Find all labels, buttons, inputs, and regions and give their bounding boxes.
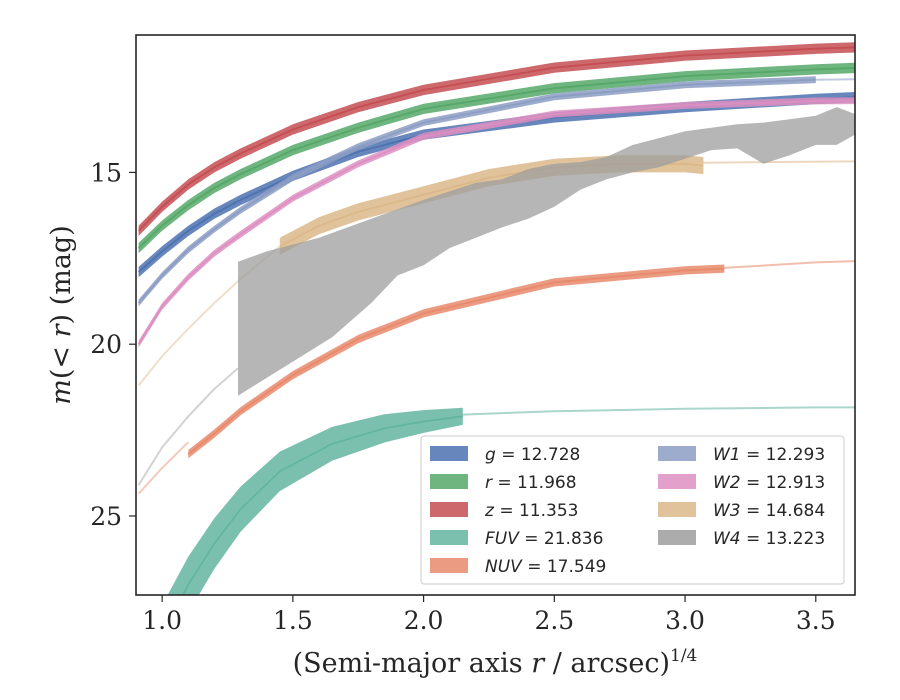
legend-swatch: [430, 530, 468, 545]
legend-item-w1: W1 = 12.293: [658, 445, 825, 465]
legend: g = 12.728 r = 11.968 z = 11.353 FUV = 21.8…: [420, 435, 845, 585]
plot-frame: [135, 34, 856, 596]
r-band: [138, 62, 855, 254]
y-tick-label: 25: [90, 502, 122, 531]
x-tick-label: 1.0: [142, 606, 182, 635]
nuv-faint-extension: [724, 260, 855, 269]
legend-item-w3: W3 = 14.684: [658, 501, 825, 521]
x-axis-ticks: 1.0 1.5 2.0 2.5 3.0 3.5: [142, 595, 836, 635]
legend-swatch: [658, 502, 696, 517]
legend-item-fuv: FUV = 21.836: [430, 529, 603, 549]
series-z: [137, 42, 855, 236]
legend-label: g = 12.728: [485, 445, 580, 465]
series-w2: [137, 97, 855, 348]
w2-line: [137, 99, 855, 345]
legend-swatch: [430, 502, 468, 517]
series-layer: [137, 42, 855, 595]
fuv-band: [167, 407, 463, 595]
nuv-faint-extension: [137, 441, 190, 495]
legend-swatch: [658, 474, 696, 489]
legend-label: W3 = 14.684: [713, 501, 825, 521]
y-axis-label: m(< r) (mag): [46, 225, 77, 404]
legend-swatch: [658, 446, 696, 461]
legend-label: W1 = 12.293: [713, 445, 825, 465]
legend-label: r = 11.968: [485, 473, 577, 493]
w3-faint-extension: [703, 160, 855, 164]
nuv-line: [187, 267, 725, 455]
z-band: [138, 42, 855, 236]
legend-item-r: r = 11.968: [430, 473, 577, 493]
y-tick-label: 15: [90, 158, 122, 187]
x-tick-label: 3.0: [665, 606, 705, 635]
y-tick-label: 20: [90, 330, 122, 359]
legend-box: [420, 435, 845, 585]
nuv-band: [188, 264, 725, 459]
x-axis-label: (Semi-major axis r / arcsec)1/4: [293, 646, 698, 679]
legend-swatch: [658, 530, 696, 545]
fuv-line: [182, 415, 463, 595]
legend-label: W2 = 12.913: [713, 473, 825, 493]
legend-item-g: g = 12.728: [430, 445, 580, 465]
x-tick-label: 1.5: [273, 606, 313, 635]
legend-item-w2: W2 = 12.913: [658, 473, 825, 493]
legend-label: NUV = 17.549: [485, 557, 606, 577]
legend-swatch: [430, 558, 468, 573]
legend-label: W4 = 13.223: [713, 529, 825, 549]
series-w4: [137, 107, 855, 486]
legend-swatch: [430, 446, 468, 461]
x-tick-label: 3.5: [796, 606, 836, 635]
series-w1: [137, 76, 855, 307]
series-r: [137, 62, 855, 254]
w4-band: [238, 107, 855, 396]
legend-label: FUV = 21.836: [485, 529, 603, 549]
w1-line: [137, 78, 816, 304]
fuv-faint-extension: [462, 406, 855, 416]
x-tick-label: 2.0: [404, 606, 444, 635]
legend-label: z = 11.353: [484, 501, 578, 521]
w4-faint-extension: [137, 367, 239, 486]
r-line: [137, 67, 855, 249]
legend-item-z: z = 11.353: [430, 501, 578, 521]
z-line: [137, 46, 855, 232]
legend-swatch: [430, 474, 468, 489]
series-nuv: [137, 260, 855, 495]
y-axis-ticks: 15 20 25: [90, 158, 136, 531]
legend-item-nuv: NUV = 17.549: [430, 557, 606, 577]
legend-item-w4: W4 = 13.223: [658, 529, 825, 549]
w1-band: [138, 76, 816, 307]
series-fuv: [167, 406, 855, 595]
x-tick-label: 2.5: [534, 606, 574, 635]
